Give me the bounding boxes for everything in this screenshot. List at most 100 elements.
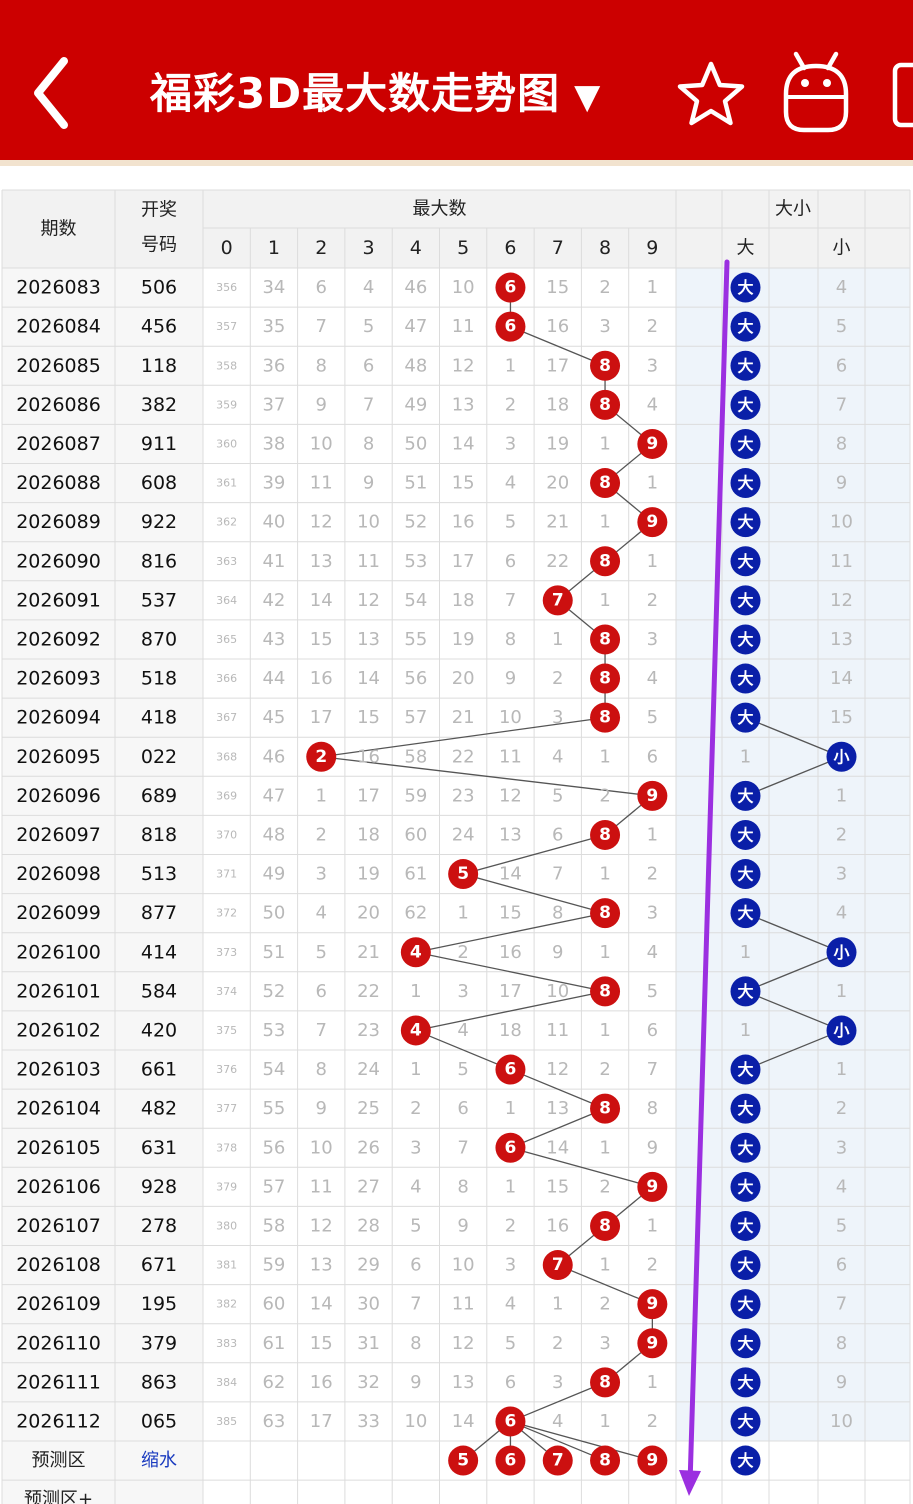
max-ball-value[interactable]: 4 <box>410 1020 422 1040</box>
big-ball-label[interactable]: 大 <box>737 825 753 844</box>
big-ball-label[interactable]: 大 <box>737 552 753 571</box>
prediction-ball[interactable] <box>590 1445 621 1476</box>
big-ball-label[interactable]: 大 <box>737 630 753 649</box>
big-ball[interactable] <box>730 1210 761 1241</box>
shrink-link[interactable]: 缩水 <box>141 1450 177 1471</box>
max-ball[interactable] <box>590 898 621 929</box>
prediction-big-ball[interactable] <box>730 1445 761 1476</box>
max-ball-value[interactable]: 5 <box>457 864 469 884</box>
big-ball-label[interactable]: 大 <box>737 1412 753 1431</box>
prediction-ball-value[interactable]: 8 <box>599 1451 611 1471</box>
big-ball-label[interactable]: 大 <box>737 1177 753 1196</box>
big-ball[interactable] <box>730 859 761 890</box>
back-chevron-icon[interactable] <box>30 55 74 131</box>
big-ball[interactable] <box>730 546 761 577</box>
max-ball[interactable] <box>637 1289 668 1320</box>
small-ball-label[interactable]: 小 <box>833 943 849 962</box>
max-ball-value[interactable]: 9 <box>646 1333 658 1353</box>
star-icon[interactable] <box>676 60 746 130</box>
big-ball[interactable] <box>730 428 761 459</box>
max-ball-value[interactable]: 8 <box>599 356 611 376</box>
max-ball-value[interactable]: 9 <box>646 786 658 806</box>
max-ball-value[interactable]: 8 <box>599 629 611 649</box>
big-ball-label[interactable]: 大 <box>737 278 753 297</box>
big-ball-label[interactable]: 大 <box>737 982 753 1001</box>
big-ball[interactable] <box>730 468 761 499</box>
big-ball-label[interactable]: 大 <box>737 904 753 923</box>
max-ball-value[interactable]: 8 <box>599 669 611 689</box>
max-ball[interactable] <box>495 311 526 342</box>
max-ball-value[interactable]: 8 <box>599 1372 611 1392</box>
max-ball-value[interactable]: 8 <box>599 1216 611 1236</box>
max-ball-value[interactable]: 2 <box>315 747 327 767</box>
max-ball-value[interactable]: 8 <box>599 903 611 923</box>
max-ball-value[interactable]: 8 <box>599 551 611 571</box>
max-ball-value[interactable]: 8 <box>599 395 611 415</box>
max-ball[interactable] <box>495 1132 526 1163</box>
big-ball[interactable] <box>730 350 761 381</box>
max-ball[interactable] <box>590 1367 621 1398</box>
max-ball[interactable] <box>637 507 668 538</box>
big-ball[interactable] <box>730 702 761 733</box>
page-title[interactable]: 福彩3D最大数走势图 ▼ <box>150 62 601 126</box>
max-ball-value[interactable]: 6 <box>505 317 517 337</box>
max-ball-value[interactable]: 7 <box>552 1255 564 1275</box>
big-ball-label[interactable]: 大 <box>737 1138 753 1157</box>
max-ball[interactable] <box>542 585 573 616</box>
max-ball-value[interactable]: 6 <box>505 1411 517 1431</box>
big-ball[interactable] <box>730 507 761 538</box>
max-ball-value[interactable]: 6 <box>505 278 517 298</box>
max-ball[interactable] <box>448 859 479 890</box>
max-ball-value[interactable]: 8 <box>599 708 611 728</box>
big-ball-label[interactable]: 大 <box>737 395 753 414</box>
big-ball[interactable] <box>730 1132 761 1163</box>
small-ball-label[interactable]: 小 <box>833 1021 849 1040</box>
big-ball-label[interactable]: 大 <box>737 708 753 727</box>
max-ball[interactable] <box>590 819 621 850</box>
max-ball-value[interactable]: 6 <box>505 1060 517 1080</box>
max-ball[interactable] <box>590 624 621 655</box>
prediction-ball[interactable] <box>542 1445 573 1476</box>
max-ball[interactable] <box>495 1054 526 1085</box>
max-ball-value[interactable]: 8 <box>599 473 611 493</box>
prediction-big-label[interactable]: 大 <box>737 1451 753 1470</box>
prediction-ball[interactable] <box>495 1445 526 1476</box>
big-ball[interactable] <box>730 1093 761 1124</box>
max-ball[interactable] <box>590 389 621 420</box>
big-ball[interactable] <box>730 272 761 303</box>
max-ball[interactable] <box>495 1406 526 1437</box>
big-ball-label[interactable]: 大 <box>737 474 753 493</box>
max-ball[interactable] <box>590 976 621 1007</box>
max-ball-value[interactable]: 9 <box>646 1294 658 1314</box>
small-ball[interactable] <box>826 937 857 968</box>
max-ball[interactable] <box>400 1015 431 1046</box>
big-ball-label[interactable]: 大 <box>737 865 753 884</box>
big-ball-label[interactable]: 大 <box>737 1256 753 1275</box>
max-ball[interactable] <box>590 663 621 694</box>
big-ball[interactable] <box>730 624 761 655</box>
big-ball-label[interactable]: 大 <box>737 591 753 610</box>
max-ball[interactable] <box>637 780 668 811</box>
big-ball[interactable] <box>730 1054 761 1085</box>
prediction-plus-label[interactable]: 预测区+ <box>24 1489 93 1504</box>
big-ball-label[interactable]: 大 <box>737 1060 753 1079</box>
big-ball[interactable] <box>730 389 761 420</box>
big-ball[interactable] <box>730 976 761 1007</box>
big-ball[interactable] <box>730 1250 761 1281</box>
max-ball-value[interactable]: 8 <box>599 825 611 845</box>
big-ball-label[interactable]: 大 <box>737 513 753 532</box>
big-ball[interactable] <box>730 1289 761 1320</box>
max-ball-value[interactable]: 4 <box>410 942 422 962</box>
max-ball-value[interactable]: 6 <box>505 1138 517 1158</box>
max-ball[interactable] <box>590 546 621 577</box>
small-ball-label[interactable]: 小 <box>833 747 849 766</box>
more-menu-icon[interactable] <box>892 62 913 128</box>
big-ball-label[interactable]: 大 <box>737 786 753 805</box>
big-ball-label[interactable]: 大 <box>737 1373 753 1392</box>
max-ball-value[interactable]: 9 <box>646 1177 658 1197</box>
max-ball-value[interactable]: 7 <box>552 590 564 610</box>
max-ball[interactable] <box>590 350 621 381</box>
robot-icon[interactable] <box>780 50 852 134</box>
max-ball[interactable] <box>495 272 526 303</box>
prediction-ball-value[interactable]: 9 <box>646 1451 658 1471</box>
